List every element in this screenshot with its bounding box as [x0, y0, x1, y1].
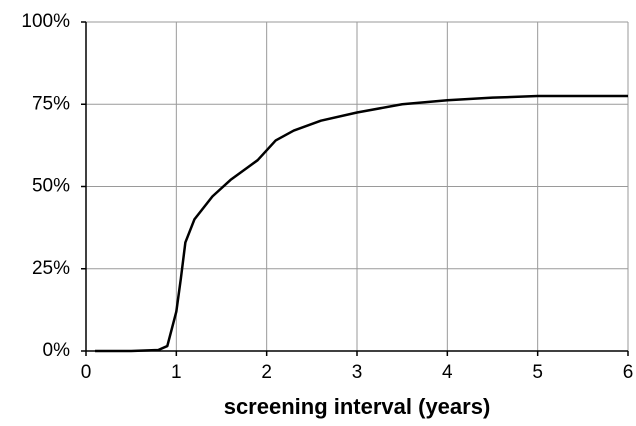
- y-tick-label: 25%: [32, 258, 70, 279]
- x-axis-label: screening interval (years): [224, 394, 491, 419]
- line: [95, 94, 628, 353]
- y-tick-label: 0%: [43, 340, 71, 361]
- x-tick-label: 1: [171, 362, 182, 383]
- y-tick-label: 100%: [21, 11, 70, 32]
- y-tick-label: 75%: [32, 93, 70, 114]
- x-tick-label: 5: [532, 362, 543, 383]
- x-tick-label: 4: [442, 362, 453, 383]
- x-tick-label: 2: [261, 362, 272, 383]
- x-tick-label: 3: [352, 362, 363, 383]
- x-tick-label: 6: [623, 362, 634, 383]
- x-tick-label: 0: [81, 362, 92, 383]
- y-tick-label: 50%: [32, 176, 70, 197]
